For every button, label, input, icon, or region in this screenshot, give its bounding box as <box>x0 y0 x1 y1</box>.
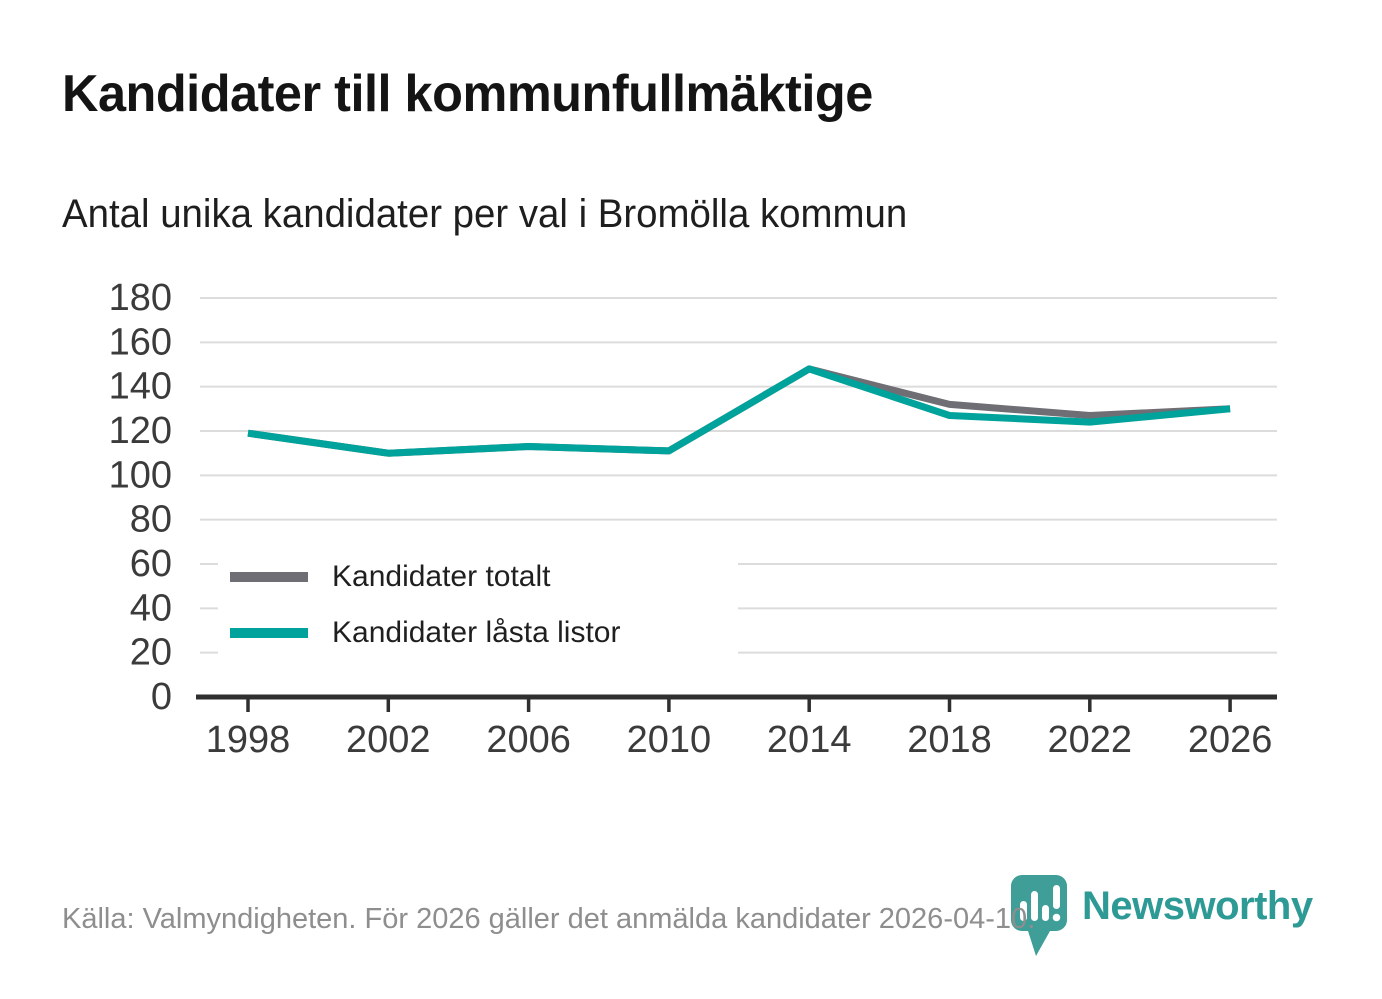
y-tick-label: 140 <box>109 366 172 408</box>
legend-swatch-total <box>230 572 308 582</box>
legend-item-locked-lists: Kandidater låsta listor <box>230 613 621 653</box>
logo-bar-2 <box>1031 891 1038 921</box>
data-series-lines <box>247 365 1231 457</box>
logo-bar-3 <box>1042 905 1049 921</box>
y-tick-label: 0 <box>151 676 172 718</box>
x-tick-label: 2018 <box>907 719 992 761</box>
logo-exclamation-bar <box>1053 885 1060 909</box>
x-tick-label: 2026 <box>1188 719 1273 761</box>
y-tick-label: 20 <box>130 632 172 674</box>
legend-item-total: Kandidater totalt <box>230 557 550 597</box>
y-tick-label: 180 <box>109 277 172 319</box>
y-tick-label: 120 <box>109 410 172 452</box>
newsworthy-logo-text: Newsworthy <box>1082 884 1313 928</box>
chart-legend: Kandidater totalt Kandidater låsta listo… <box>218 546 738 662</box>
page-title: Kandidater till kommunfullmäktige <box>62 65 873 123</box>
x-tick-label: 2006 <box>486 719 571 761</box>
x-tick-label: 2002 <box>346 719 431 761</box>
x-axis-labels: 1998 2002 2006 2010 2014 2018 2022 2026 <box>206 719 1273 761</box>
y-tick-label: 160 <box>109 321 172 363</box>
x-tick-label: 1998 <box>206 719 291 761</box>
chart-subtitle: Antal unika kandidater per val i Bromöll… <box>62 192 908 236</box>
y-tick-label: 60 <box>130 543 172 585</box>
x-tick-label: 2014 <box>767 719 852 761</box>
source-note: Källa: Valmyndigheten. För 2026 gäller d… <box>62 903 1036 935</box>
newsworthy-logo-icon <box>1011 875 1067 956</box>
legend-label-total: Kandidater totalt <box>332 560 551 593</box>
y-tick-label: 80 <box>130 499 172 541</box>
legend-swatch-locked-lists <box>230 628 308 638</box>
y-tick-label: 100 <box>109 454 172 496</box>
logo-bar-1 <box>1020 901 1027 921</box>
newsworthy-logo: Newsworthy <box>1010 874 1313 958</box>
x-axis <box>196 694 1277 712</box>
x-tick-label: 2010 <box>627 719 712 761</box>
series-line-locked-lists <box>247 365 1231 457</box>
logo-exclamation-dot <box>1052 913 1061 922</box>
x-tick-label: 2022 <box>1048 719 1133 761</box>
legend-label-locked-lists: Kandidater låsta listor <box>332 616 621 649</box>
y-tick-label: 40 <box>130 587 172 629</box>
